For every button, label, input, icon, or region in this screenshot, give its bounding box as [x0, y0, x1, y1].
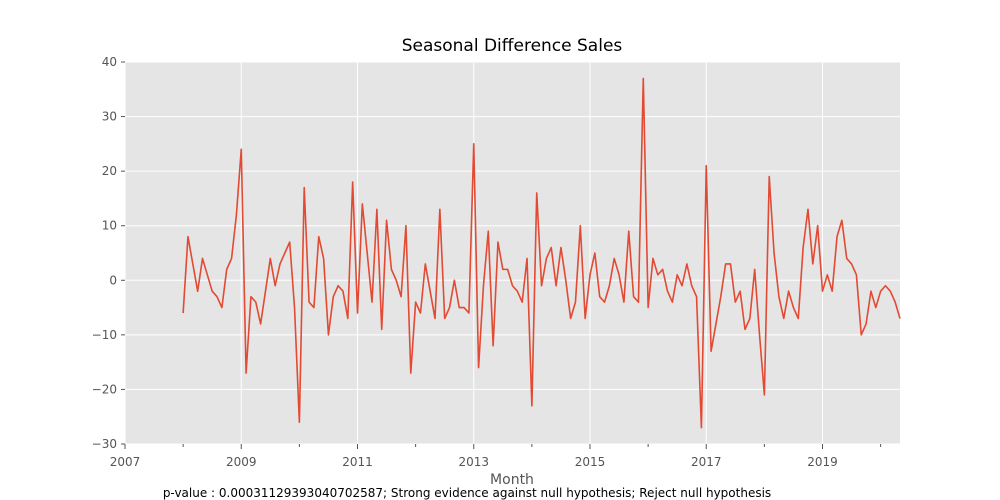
y-tick-label: 20: [102, 164, 117, 178]
x-axis-label: Month: [490, 472, 534, 488]
series-group: [182, 77, 901, 429]
y-tick-label: 30: [102, 110, 117, 124]
x-tick-label: 2013: [458, 455, 489, 469]
x-tick-label: 2007: [110, 455, 141, 469]
y-tick-label: 40: [102, 55, 117, 69]
footnote: p-value : 0.00031129393040702587; Strong…: [163, 486, 771, 500]
x-tick-label: 2017: [691, 455, 722, 469]
y-tick-label: 10: [102, 219, 117, 233]
grid: [124, 61, 900, 445]
y-tick-label: −10: [92, 328, 117, 342]
x-tick-label: 2011: [342, 455, 373, 469]
x-tick-label: 2015: [575, 455, 606, 469]
series-line: [182, 77, 901, 429]
chart-title: Seasonal Difference Sales: [402, 36, 623, 56]
y-tick-label: −30: [92, 437, 117, 451]
y-tick-label: −20: [92, 382, 117, 396]
axis-ticks: −30 −20 −10 0 10 20 30 40 2007 2009 2011 2013 2015 20…: [92, 55, 882, 469]
y-tick-label: 0: [109, 273, 117, 287]
plot-area: [125, 62, 900, 444]
x-tick-label: 2009: [226, 455, 257, 469]
x-tick-label: 2019: [807, 455, 838, 469]
